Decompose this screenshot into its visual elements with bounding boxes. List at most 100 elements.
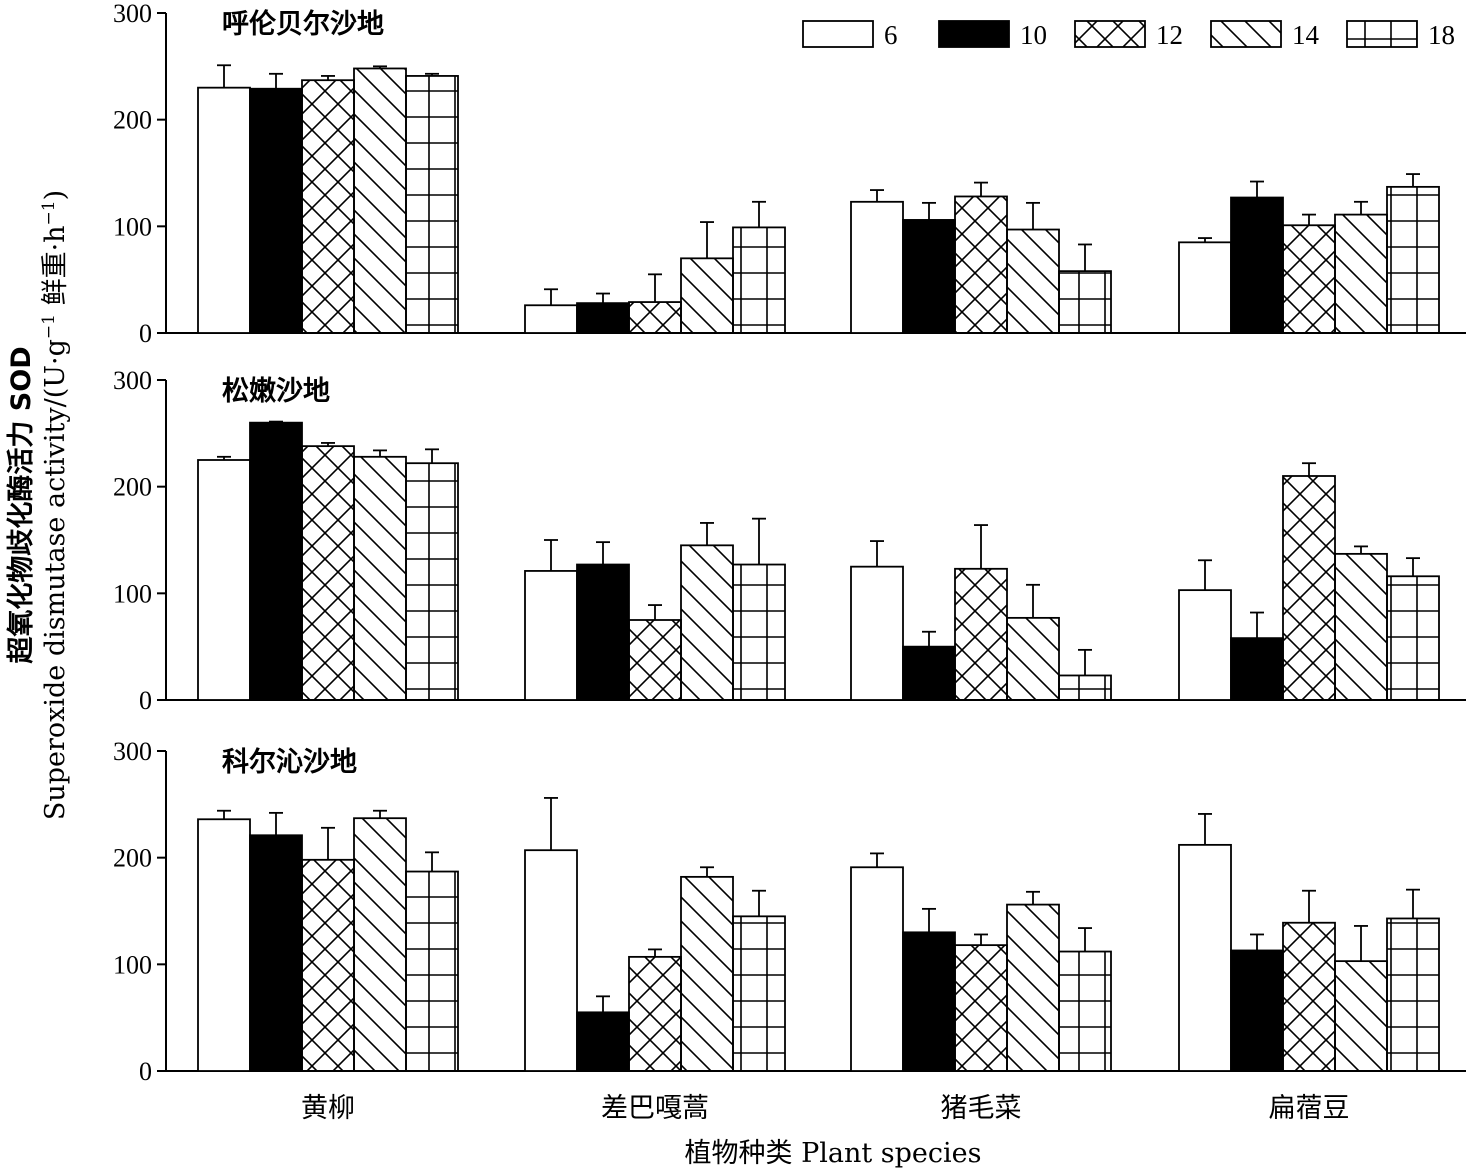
legend-swatch [802, 20, 874, 48]
y-tick-label: 200 [113, 473, 152, 502]
bar [301, 79, 355, 334]
bar [1282, 224, 1336, 334]
legend-item: 18 [1346, 20, 1455, 50]
bar [1386, 917, 1440, 1072]
legend-swatch [938, 20, 1010, 48]
category-label: 黄柳 [301, 1093, 355, 1124]
bar [954, 195, 1008, 334]
legend-item: 12 [1074, 20, 1183, 50]
y-tick-label: 0 [139, 1057, 152, 1086]
bar [1386, 575, 1440, 701]
bar [249, 421, 303, 701]
panel-2: 0 100 200 300 松嫩沙地 [113, 366, 1466, 715]
bar [732, 563, 786, 701]
legend-label: 12 [1156, 20, 1183, 50]
bar [1058, 950, 1112, 1072]
bar [576, 302, 630, 334]
legend-swatch [1210, 20, 1282, 48]
bar [1006, 903, 1060, 1072]
y-tick-label: 300 [113, 366, 152, 395]
bar [954, 944, 1008, 1072]
bar [1058, 270, 1112, 334]
x-axis-title: 植物种类 Plant species [684, 1138, 981, 1169]
bar [197, 86, 251, 334]
bar [1230, 949, 1284, 1072]
bar [850, 866, 904, 1072]
bar [680, 544, 734, 701]
bar [197, 459, 251, 701]
bar [1230, 637, 1284, 701]
legend-label: 18 [1428, 20, 1455, 50]
bar [902, 645, 956, 701]
bar [576, 1011, 630, 1072]
y-tick-label: 200 [113, 106, 152, 135]
bar [1334, 213, 1388, 334]
y-tick-label: 200 [113, 844, 152, 873]
bar [1334, 552, 1388, 701]
panel-title: 科尔沁沙地 [222, 747, 357, 778]
bar [1386, 185, 1440, 334]
bar [732, 226, 786, 334]
legend-swatch [1074, 20, 1146, 48]
panel-title: 松嫩沙地 [222, 375, 330, 407]
legend: 6 10 12 14 18 [802, 20, 1455, 50]
bar [405, 75, 459, 334]
bar [954, 567, 1008, 701]
bar [1334, 960, 1388, 1072]
bar [1006, 616, 1060, 701]
bar [628, 619, 682, 701]
category-label: 差巴嘎蒿 [601, 1093, 709, 1124]
legend-swatch [1346, 20, 1418, 48]
y-tick-label: 0 [139, 319, 152, 348]
bar [680, 257, 734, 334]
legend-item: 6 [802, 20, 898, 50]
legend-label: 10 [1020, 20, 1047, 50]
y-tick-label: 100 [113, 950, 152, 979]
bar [301, 858, 355, 1072]
bar [249, 834, 303, 1072]
legend-label: 6 [884, 20, 898, 50]
bar [1230, 196, 1284, 334]
category-label: 猪毛菜 [941, 1093, 1022, 1124]
y-axis-title-en: Superoxide dismutase activity/(U·g−1 鲜重·… [39, 190, 71, 820]
bar [524, 304, 578, 334]
bar [850, 565, 904, 701]
bar [732, 915, 786, 1072]
bar [353, 455, 407, 701]
y-tick-label: 100 [113, 579, 152, 608]
bar [576, 563, 630, 701]
bar [850, 200, 904, 334]
category-label: 扁蓿豆 [1269, 1093, 1350, 1124]
bar [1006, 228, 1060, 334]
bar [197, 818, 251, 1072]
panel-3: 0 100 200 300 科尔沁沙地 [113, 737, 1466, 1086]
legend-item: 10 [938, 20, 1047, 50]
bar [902, 219, 956, 334]
bar [524, 849, 578, 1072]
bar [1178, 843, 1232, 1072]
bar [1178, 241, 1232, 334]
bar [1282, 475, 1336, 701]
y-tick-label: 0 [139, 686, 152, 715]
bar [405, 870, 459, 1072]
bar [301, 445, 355, 701]
legend-label: 14 [1292, 20, 1320, 50]
panel-1: 0 100 200 300 呼伦贝尔沙地 [113, 0, 1466, 348]
bar [353, 817, 407, 1072]
bar [1282, 921, 1336, 1072]
y-tick-label: 100 [113, 212, 152, 241]
bar [902, 931, 956, 1072]
bar [628, 955, 682, 1072]
bar [628, 301, 682, 334]
bar [405, 462, 459, 701]
bar [680, 875, 734, 1072]
y-axis-title-cn: 超氧化物歧化酶活力 SOD [6, 346, 37, 663]
bar [524, 570, 578, 701]
bar [353, 67, 407, 334]
y-tick-label: 300 [113, 737, 152, 766]
bar [1178, 589, 1232, 701]
panel-title: 呼伦贝尔沙地 [222, 8, 384, 40]
legend-item: 14 [1210, 20, 1320, 50]
y-tick-label: 300 [113, 0, 152, 28]
